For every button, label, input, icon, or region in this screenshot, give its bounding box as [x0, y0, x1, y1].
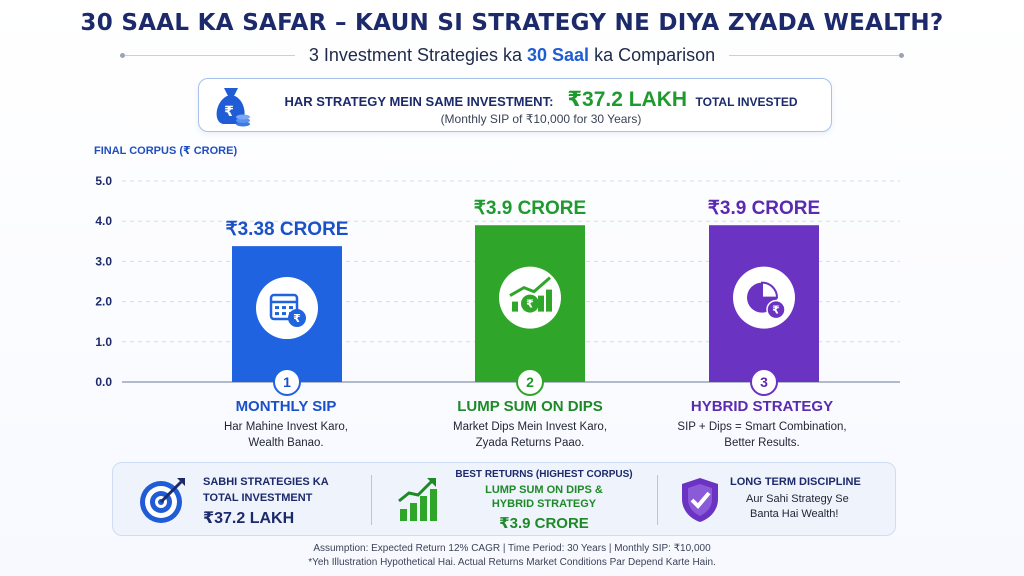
y-tick-label: 0.0: [95, 375, 112, 389]
summary-divider-2: [657, 475, 658, 525]
bar-growth-icon: [398, 478, 437, 521]
shield-check-icon: [682, 478, 718, 522]
calendar-rupee-icon: [269, 293, 299, 321]
summary-best-line2: HYBRID STRATEGY: [491, 498, 597, 510]
investment-line: HAR STRATEGY MEIN SAME INVESTMENT: ₹37.2 …: [261, 87, 821, 112]
target-icon: [140, 478, 185, 523]
growth-coins-icon: [512, 301, 518, 312]
y-axis-title: FINAL CORPUS (₹ CRORE): [94, 145, 238, 157]
subtitle-divider-left: [120, 52, 295, 58]
investment-suffix: TOTAL INVESTED: [695, 95, 798, 109]
investment-note: (Monthly SIP of ₹10,000 for 30 Years): [440, 112, 642, 126]
number-badge-label-3: 3: [760, 374, 768, 390]
money-bag-icon: ₹: [216, 88, 250, 127]
footer-assumption: Assumption: Expected Return 12% CAGR | T…: [313, 543, 711, 554]
summary-discipline-line1: Aur Sahi Strategy Se: [746, 493, 849, 505]
value-label-2: ₹3.9 CRORE: [474, 198, 586, 219]
number-badge-label-2: 2: [526, 374, 534, 390]
subtitle: 3 Investment Strategies ka 30 Saal ka Co…: [295, 45, 729, 66]
summary-total-investment: SABHI STRATEGIES KA TOTAL INVESTMENT ₹37…: [113, 463, 371, 537]
subtitle-divider-right: [729, 52, 905, 58]
summary-strip: SABHI STRATEGIES KA TOTAL INVESTMENT ₹37…: [112, 462, 896, 536]
number-badge-1: [273, 368, 301, 396]
strategy-desc-2-line2: Zyada Returns Paao.: [475, 437, 585, 449]
icon-circle-1: [256, 277, 318, 340]
strategy-desc-3-line2: Better Results.: [724, 437, 800, 449]
growth-coins-icon: [538, 295, 544, 312]
strategy-name-2: LUMP SUM ON DIPS: [457, 398, 603, 415]
strategy-name-3: HYBRID STRATEGY: [690, 398, 834, 415]
calendar-rupee-icon: [288, 309, 306, 328]
growth-coins-icon: [546, 289, 552, 312]
calendar-rupee-icon: [289, 306, 293, 310]
calendar-rupee-icon: [275, 312, 279, 316]
number-badge-3: [750, 368, 778, 396]
strategy-desc-3: SIP + Dips = Smart Combination, Better Re…: [642, 419, 882, 451]
number-badge-label-1: 1: [283, 374, 291, 390]
summary-best-line1: LUMP SUM ON DIPS &: [485, 484, 603, 496]
footer-disclaimer: *Yeh Illustration Hypothetical Hai. Actu…: [308, 557, 716, 568]
y-tick-label: 5.0: [95, 174, 112, 188]
strategy-desc-1: Har Mahine Invest Karo, Wealth Banao.: [166, 419, 406, 451]
strategy-desc-2: Market Dips Mein Invest Karo, Zyada Retur…: [410, 419, 650, 451]
pie-chart-rupee-icon: [761, 281, 779, 299]
number-badge-2: [516, 368, 544, 396]
page-title: 30 SAAL KA SAFAR – KAUN SI STRATEGY NE D…: [80, 10, 944, 36]
strategy-desc-2-line1: Market Dips Mein Invest Karo,: [452, 421, 608, 433]
summary-best-amount: ₹3.9 CRORE: [499, 515, 589, 532]
svg-text:₹: ₹: [224, 104, 234, 120]
calendar-rupee-icon: [275, 306, 279, 310]
summary-total-amount: ₹37.2 LAKH: [203, 510, 295, 527]
summary-total-line1: SABHI STRATEGIES KA: [203, 476, 329, 488]
calendar-rupee-icon: ₹: [293, 312, 301, 325]
investment-label: HAR STRATEGY MEIN SAME INVESTMENT:: [284, 94, 554, 109]
growth-coins-icon: [521, 294, 539, 313]
calendar-rupee-icon: [282, 312, 286, 316]
value-label-3: ₹3.9 CRORE: [708, 198, 820, 219]
subtitle-pre: 3 Investment Strategies ka: [308, 44, 527, 65]
summary-best-head: BEST RETURNS (HIGHEST CORPUS): [455, 469, 633, 480]
value-label-1: ₹3.38 CRORE: [226, 219, 349, 240]
investment-banner: ₹ HAR STRATEGY MEIN SAME INVESTMENT: ₹37.…: [198, 78, 832, 132]
summary-discipline-line2: Banta Hai Wealth!: [750, 508, 839, 520]
growth-coins-icon: [509, 276, 551, 297]
y-tick-label: 2.0: [95, 295, 112, 309]
subtitle-row: 3 Investment Strategies ka 30 Saal ka Co…: [120, 44, 905, 66]
calendar-rupee-icon: [282, 306, 286, 310]
summary-divider-1: [371, 475, 372, 525]
pie-chart-rupee-icon: [766, 299, 786, 320]
subtitle-post: ka Comparison: [589, 44, 716, 65]
growth-coins-icon: ₹: [526, 298, 534, 311]
y-tick-label: 1.0: [95, 335, 112, 349]
strategy-desc-1-line2: Wealth Banao.: [248, 437, 324, 449]
y-tick-label: 3.0: [95, 254, 112, 268]
summary-discipline-head: LONG TERM DISCIPLINE: [730, 476, 861, 488]
strategy-desc-3-line1: SIP + Dips = Smart Combination,: [677, 421, 847, 433]
summary-discipline: LONG TERM DISCIPLINE Aur Sahi Strategy S…: [658, 463, 896, 537]
pie-chart-rupee-icon: ₹: [772, 304, 780, 317]
investment-amount: ₹37.2 LAKH: [567, 88, 688, 111]
subtitle-highlight: 30 Saal: [527, 44, 590, 65]
summary-total-line2: TOTAL INVESTMENT: [203, 492, 313, 504]
strategy-desc-1-line1: Har Mahine Invest Karo,: [223, 421, 348, 433]
summary-best-returns: BEST RETURNS (HIGHEST CORPUS) LUMP SUM O…: [372, 463, 656, 537]
y-tick-label: 4.0: [95, 214, 112, 228]
strategy-name-1: MONTHLY SIP: [235, 398, 337, 415]
